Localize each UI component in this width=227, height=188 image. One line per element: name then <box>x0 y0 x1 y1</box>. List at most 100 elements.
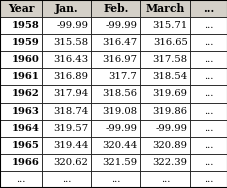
Text: 319.08: 319.08 <box>102 107 137 116</box>
Text: 1959: 1959 <box>12 38 39 47</box>
Bar <box>0 0 42 17</box>
Text: 319.86: 319.86 <box>152 107 187 116</box>
Text: 315.71: 315.71 <box>152 21 187 30</box>
Bar <box>140 120 190 137</box>
Bar <box>42 137 91 154</box>
Text: Jan.: Jan. <box>55 3 78 14</box>
Text: 1961: 1961 <box>12 72 39 81</box>
Bar <box>0 17 42 34</box>
Bar <box>0 120 42 137</box>
Text: 318.74: 318.74 <box>53 107 88 116</box>
Bar <box>42 171 91 188</box>
Text: Year: Year <box>8 3 34 14</box>
Text: 1958: 1958 <box>12 21 39 30</box>
Text: 316.65: 316.65 <box>152 38 187 47</box>
Text: 317.7: 317.7 <box>108 72 137 81</box>
Bar <box>140 171 190 188</box>
Text: ...: ... <box>16 175 26 184</box>
Bar <box>42 17 91 34</box>
Bar <box>190 86 227 102</box>
Bar <box>91 137 140 154</box>
Bar <box>91 17 140 34</box>
Bar <box>91 86 140 102</box>
Bar <box>190 137 227 154</box>
Text: ...: ... <box>204 124 213 133</box>
Bar <box>91 51 140 68</box>
Bar <box>42 51 91 68</box>
Text: ...: ... <box>160 175 169 184</box>
Bar <box>140 68 190 86</box>
Bar <box>0 51 42 68</box>
Bar <box>91 34 140 51</box>
Bar <box>190 154 227 171</box>
Bar <box>140 86 190 102</box>
Text: 318.54: 318.54 <box>152 72 187 81</box>
Text: 318.56: 318.56 <box>102 89 137 99</box>
Text: 317.94: 317.94 <box>53 89 88 99</box>
Bar <box>190 17 227 34</box>
Bar <box>0 86 42 102</box>
Bar <box>190 171 227 188</box>
Text: 1960: 1960 <box>12 55 39 64</box>
Bar <box>0 171 42 188</box>
Text: 322.39: 322.39 <box>152 158 187 167</box>
Text: 1966: 1966 <box>12 158 39 167</box>
Bar <box>91 171 140 188</box>
Bar <box>91 120 140 137</box>
Text: 320.44: 320.44 <box>102 141 137 150</box>
Bar <box>140 154 190 171</box>
Bar <box>140 17 190 34</box>
Bar <box>42 102 91 120</box>
Bar <box>140 137 190 154</box>
Bar <box>0 137 42 154</box>
Text: 317.58: 317.58 <box>152 55 187 64</box>
Text: -99.99: -99.99 <box>105 21 137 30</box>
Bar <box>140 0 190 17</box>
Text: ...: ... <box>111 175 120 184</box>
Text: 1964: 1964 <box>12 124 39 133</box>
Text: 321.59: 321.59 <box>102 158 137 167</box>
Text: 315.58: 315.58 <box>53 38 88 47</box>
Bar <box>91 102 140 120</box>
Text: 319.57: 319.57 <box>53 124 88 133</box>
Text: 319.44: 319.44 <box>53 141 88 150</box>
Text: 319.69: 319.69 <box>152 89 187 99</box>
Bar <box>42 154 91 171</box>
Bar <box>190 120 227 137</box>
Text: ...: ... <box>204 89 213 99</box>
Text: ...: ... <box>204 38 213 47</box>
Bar <box>42 0 91 17</box>
Bar <box>190 102 227 120</box>
Text: ...: ... <box>203 3 214 14</box>
Text: -99.99: -99.99 <box>56 21 88 30</box>
Bar <box>0 154 42 171</box>
Text: ...: ... <box>62 175 71 184</box>
Text: 320.89: 320.89 <box>152 141 187 150</box>
Text: 320.62: 320.62 <box>53 158 88 167</box>
Text: -99.99: -99.99 <box>155 124 187 133</box>
Bar <box>190 68 227 86</box>
Bar <box>0 68 42 86</box>
Text: ...: ... <box>204 158 213 167</box>
Text: 1963: 1963 <box>12 107 39 116</box>
Bar <box>91 154 140 171</box>
Bar <box>140 51 190 68</box>
Text: 316.97: 316.97 <box>102 55 137 64</box>
Text: 316.47: 316.47 <box>102 38 137 47</box>
Bar <box>91 68 140 86</box>
Text: ...: ... <box>204 55 213 64</box>
Bar <box>42 120 91 137</box>
Text: 1962: 1962 <box>12 89 39 99</box>
Text: 1965: 1965 <box>12 141 39 150</box>
Bar <box>190 51 227 68</box>
Bar <box>140 102 190 120</box>
Bar <box>140 34 190 51</box>
Bar <box>42 34 91 51</box>
Bar <box>42 68 91 86</box>
Text: ...: ... <box>204 72 213 81</box>
Bar <box>0 102 42 120</box>
Text: ...: ... <box>204 141 213 150</box>
Text: ...: ... <box>204 107 213 116</box>
Bar <box>91 0 140 17</box>
Bar <box>42 86 91 102</box>
